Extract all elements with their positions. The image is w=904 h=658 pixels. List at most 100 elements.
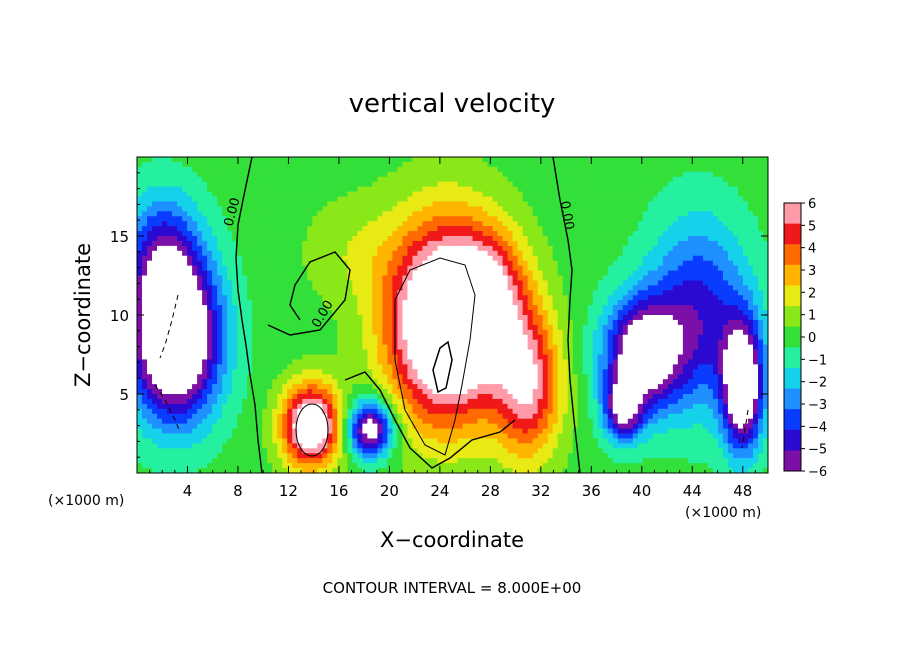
field-cell <box>657 226 664 232</box>
field-cell <box>612 300 619 306</box>
field-cell <box>307 334 313 341</box>
field-cell <box>342 305 348 311</box>
field-cell <box>532 265 539 272</box>
field-cell <box>522 171 529 178</box>
field-cell <box>592 344 599 351</box>
field-cell <box>487 305 494 311</box>
field-cell <box>387 245 394 252</box>
field-cell <box>692 216 699 222</box>
field-cell <box>282 196 288 203</box>
field-cell <box>662 315 669 321</box>
field-cell <box>202 265 208 272</box>
field-cell <box>442 250 449 257</box>
field-cell <box>192 300 198 306</box>
field-cell <box>322 319 328 326</box>
field-cell <box>527 319 534 326</box>
field-cell <box>572 181 579 188</box>
field-cell <box>167 211 173 217</box>
field-cell <box>472 236 479 242</box>
field-cell <box>502 349 509 356</box>
field-cell <box>152 310 158 316</box>
field-cell <box>252 161 258 168</box>
field-cell <box>692 310 699 316</box>
field-cell <box>282 216 288 222</box>
field-cell <box>692 280 699 286</box>
field-cell <box>682 196 689 203</box>
field-cell <box>427 196 434 203</box>
field-cell <box>157 324 163 331</box>
field-cell <box>307 344 313 351</box>
field-cell <box>497 206 504 212</box>
field-cell <box>227 310 233 316</box>
field-cell <box>552 300 559 306</box>
field-cell <box>307 290 313 296</box>
field-cell <box>272 245 278 252</box>
field-cell <box>317 315 323 321</box>
field-cell <box>492 161 499 168</box>
field-cell <box>542 255 549 262</box>
field-cell <box>407 260 414 267</box>
field-cell <box>312 206 318 212</box>
field-cell <box>602 290 609 296</box>
field-cell <box>152 176 158 183</box>
field-cell <box>172 161 178 168</box>
field-cell <box>762 319 768 326</box>
field-cell <box>232 211 238 217</box>
field-cell <box>422 226 429 232</box>
field-cell <box>527 290 534 296</box>
field-cell <box>687 196 694 203</box>
field-cell <box>222 166 228 173</box>
field-cell <box>547 265 554 272</box>
field-cell <box>442 201 449 207</box>
field-cell <box>672 260 679 267</box>
field-cell <box>727 166 734 173</box>
field-cell <box>722 161 729 168</box>
field-cell <box>387 334 394 341</box>
field-cell <box>677 216 684 222</box>
field-cell <box>367 245 373 252</box>
field-cell <box>737 310 744 316</box>
field-cell <box>467 166 474 173</box>
field-cell <box>312 216 318 222</box>
field-cell <box>542 275 549 282</box>
field-cell <box>497 157 504 163</box>
field-cell <box>227 324 233 331</box>
field-cell <box>407 181 414 188</box>
field-cell <box>237 290 243 296</box>
field-cell <box>577 255 584 262</box>
field-cell <box>387 186 394 193</box>
field-cell <box>222 196 228 203</box>
field-cell <box>742 315 749 321</box>
field-cell <box>542 161 549 168</box>
field-cell <box>317 250 323 257</box>
field-cell <box>472 231 479 237</box>
field-cell <box>707 315 714 321</box>
field-cell <box>232 196 238 203</box>
field-cell <box>307 265 313 272</box>
field-cell <box>687 181 694 188</box>
field-cell <box>147 300 153 306</box>
field-cell <box>577 324 584 331</box>
field-cell <box>467 275 474 282</box>
field-cell <box>592 231 599 237</box>
field-cell <box>687 275 694 282</box>
field-cell <box>642 310 649 316</box>
field-cell <box>722 295 729 301</box>
field-cell <box>142 181 148 188</box>
field-cell <box>187 250 193 257</box>
field-cell <box>387 221 394 227</box>
field-cell <box>457 329 464 336</box>
field-cell <box>492 176 499 183</box>
field-cell <box>302 221 308 227</box>
field-cell <box>547 176 554 183</box>
field-cell <box>622 240 629 247</box>
field-cell <box>437 285 444 291</box>
field-cell <box>342 349 348 356</box>
field-cell <box>412 270 419 277</box>
field-cell <box>297 206 303 212</box>
field-cell <box>677 300 684 306</box>
field-cell <box>747 181 754 188</box>
field-cell <box>402 344 409 351</box>
field-cell <box>577 236 584 242</box>
field-cell <box>572 275 579 282</box>
